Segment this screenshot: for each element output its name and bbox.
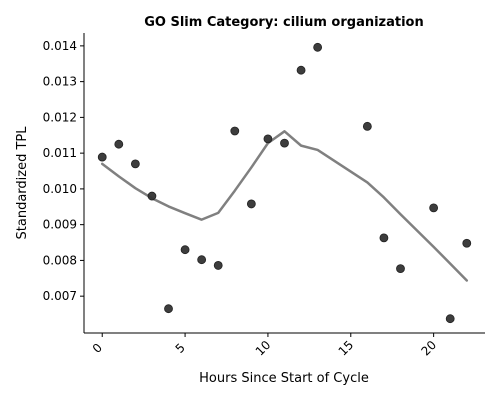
y-tick-label: 0.010 (43, 182, 77, 196)
x-tick-label: 20 (418, 338, 439, 359)
data-point (180, 245, 190, 255)
trend-line (100, 130, 469, 282)
data-point (280, 138, 289, 148)
data-point (246, 199, 256, 209)
x-tick-label: 10 (253, 338, 274, 359)
data-point (296, 65, 306, 75)
x-axis-ticks: 0 5 10 15 20 (90, 333, 439, 359)
y-tick-label: 0.009 (43, 218, 77, 232)
data-point (130, 159, 140, 169)
data-point (445, 314, 455, 324)
y-tick-label: 0.013 (43, 75, 77, 89)
data-point (379, 233, 389, 243)
y-tick-label: 0.008 (43, 253, 77, 267)
data-point (362, 121, 372, 131)
plot-area (97, 42, 472, 324)
y-tick-label: 0.007 (43, 289, 77, 303)
y-tick-label: 0.011 (43, 146, 77, 160)
y-axis-title: Standardized TPL (15, 126, 30, 240)
data-point (147, 191, 157, 201)
data-point (230, 126, 240, 136)
x-tick-label: 15 (336, 338, 357, 359)
y-tick-label: 0.014 (43, 39, 77, 53)
data-point (396, 264, 405, 274)
data-point (114, 139, 124, 149)
data-point (263, 134, 273, 144)
y-tick-label: 0.012 (43, 110, 77, 124)
data-point (313, 42, 323, 52)
x-axis-title: Hours Since Start of Cycle (199, 371, 369, 386)
data-point (462, 238, 472, 248)
data-point (213, 261, 223, 270)
data-point (197, 255, 207, 265)
x-tick-label: 5 (173, 341, 188, 356)
data-point (429, 203, 439, 213)
data-point (164, 304, 173, 314)
data-point (97, 152, 107, 162)
x-tick-label: 0 (90, 341, 105, 356)
y-axis-ticks: 0.007 0.008 0.009 0.010 0.011 0.012 0.013 0.014 (43, 39, 84, 303)
chart-title: GO Slim Category: cilium organization (144, 15, 424, 30)
